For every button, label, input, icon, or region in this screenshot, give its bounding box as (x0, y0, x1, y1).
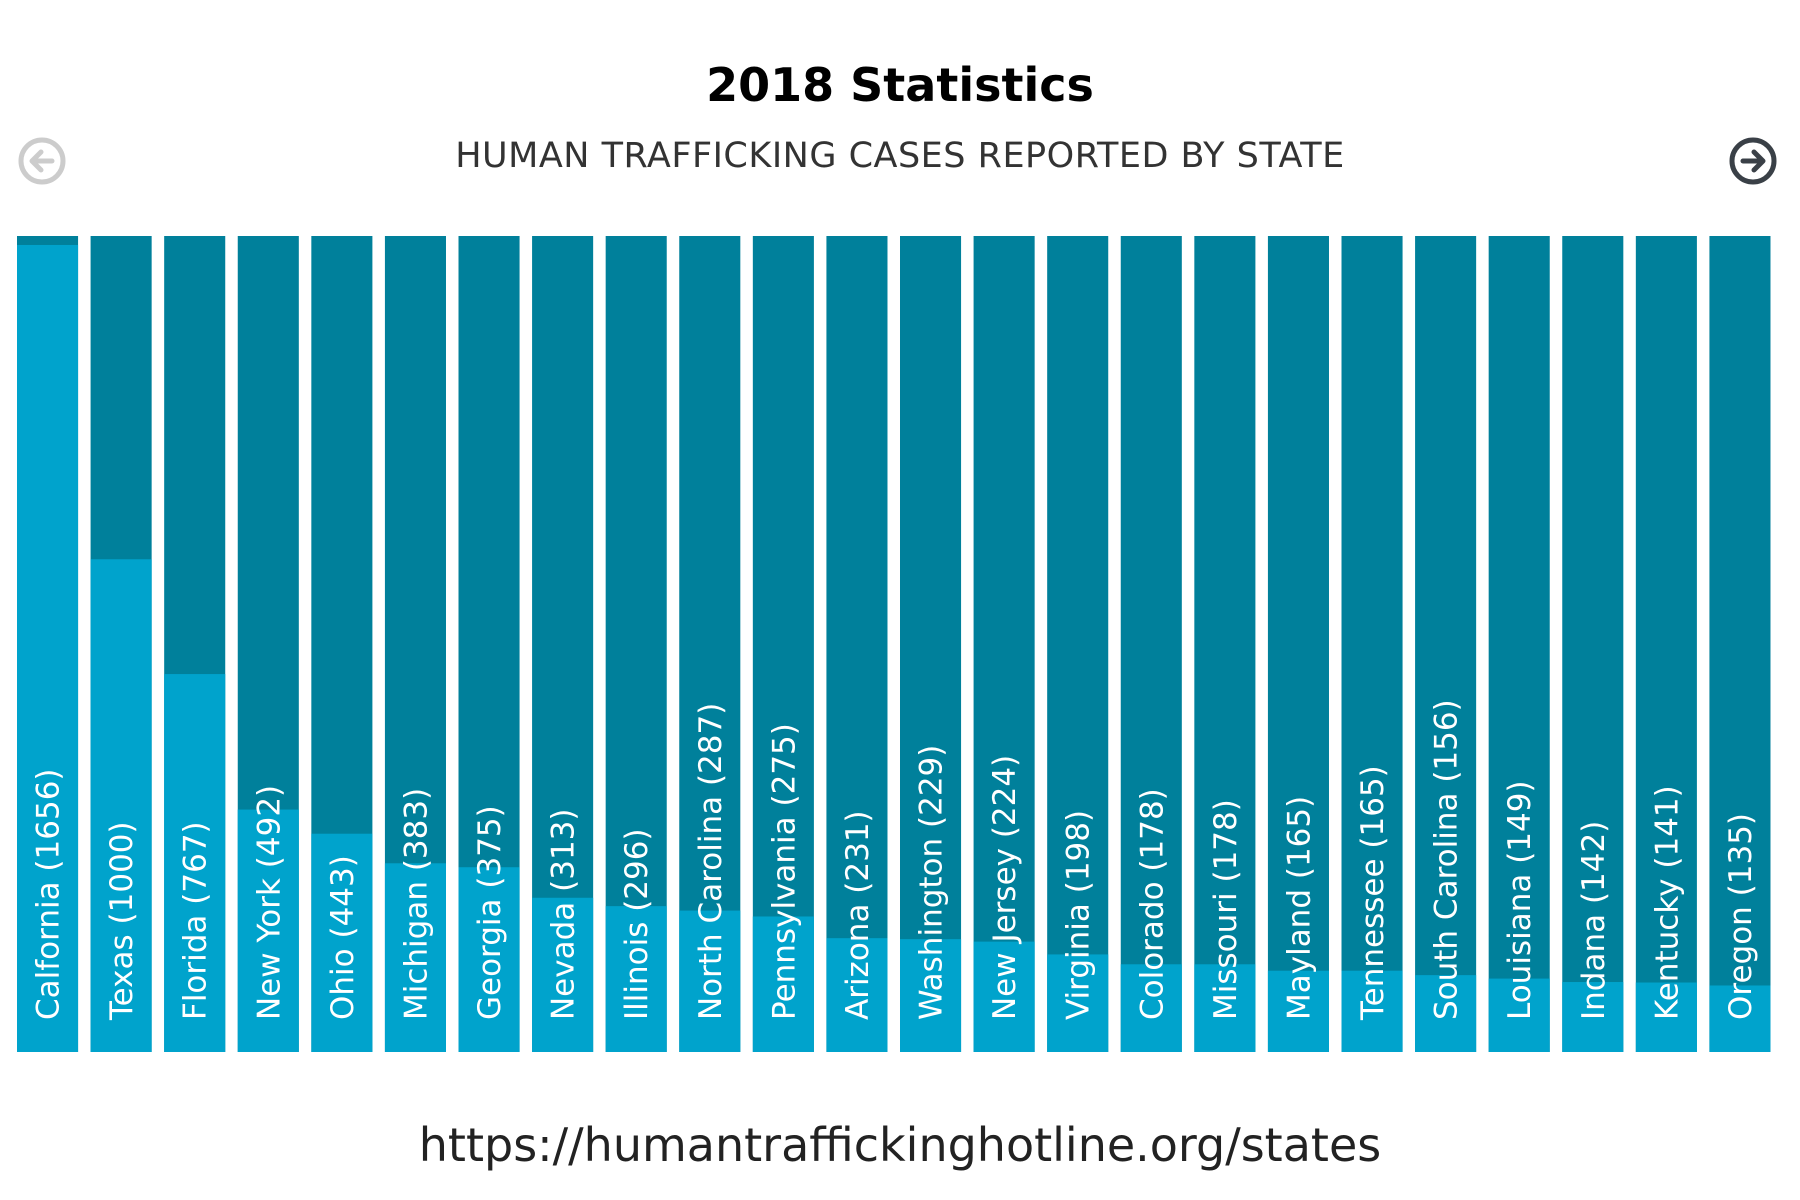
bar-new-jersey[interactable] (973, 941, 1035, 1052)
bar-label-oregon: Oregon (135) (1723, 813, 1759, 1020)
bar-ohio[interactable] (311, 833, 373, 1052)
bar-label-new-york: New York (492) (251, 785, 287, 1020)
bar-louisiana[interactable] (1488, 978, 1550, 1052)
bar-label-colorado: Colorado (178) (1134, 788, 1170, 1020)
arrow-right-circle-icon (1729, 137, 1777, 185)
bar-washington[interactable] (900, 939, 962, 1052)
bar-label-calfornia: Calfornia (1656) (31, 768, 67, 1020)
bar-label-new-jersey: New Jersey (224) (987, 755, 1023, 1020)
bar-tennessee[interactable] (1341, 970, 1403, 1052)
bar-label-tennessee: Tennessee (165) (1355, 765, 1391, 1021)
bar-label-missouri: Missouri (178) (1208, 799, 1244, 1020)
bar-georgia[interactable] (458, 867, 520, 1052)
bar-label-virginia: Virginia (198) (1061, 810, 1097, 1020)
bar-label-ohio: Ohio (443) (325, 855, 361, 1020)
bar-label-indana: Indana (142) (1576, 821, 1612, 1020)
bar-missouri[interactable] (1194, 964, 1256, 1052)
bar-indana[interactable] (1562, 982, 1624, 1052)
bar-south-carolina[interactable] (1415, 975, 1477, 1052)
bar-mayland[interactable] (1267, 970, 1329, 1052)
bar-texas[interactable] (90, 559, 152, 1052)
previous-button[interactable] (17, 136, 67, 186)
bar-label-north-carolina: North Carolina (287) (693, 703, 729, 1020)
bar-colorado[interactable] (1120, 964, 1182, 1052)
page-title: 2018 Statistics (706, 58, 1094, 112)
bar-pennsylvania[interactable] (752, 916, 814, 1052)
bar-new-york[interactable] (237, 809, 299, 1052)
next-button[interactable] (1728, 136, 1778, 186)
bar-oregon[interactable] (1709, 985, 1771, 1052)
bar-label-illinois: Illinois (296) (619, 828, 655, 1020)
bar-label-washington: Washington (229) (914, 745, 950, 1020)
bar-label-michigan: Michigan (383) (398, 788, 434, 1020)
bar-virginia[interactable] (1047, 954, 1109, 1052)
bar-label-georgia: Georgia (375) (472, 805, 508, 1020)
bar-label-south-carolina: South Carolina (156) (1429, 699, 1465, 1020)
bar-label-mayland: Mayland (165) (1281, 796, 1317, 1020)
bar-florida[interactable] (164, 674, 226, 1052)
bar-illinois[interactable] (605, 906, 667, 1052)
bar-michigan[interactable] (384, 863, 446, 1052)
bar-label-pennsylvania: Pennsylvania (275) (766, 723, 802, 1020)
source-url: https://humantraffickinghotline.org/stat… (418, 1118, 1382, 1172)
bar-kentucky[interactable] (1635, 982, 1697, 1052)
chart-subtitle: HUMAN TRAFFICKING CASES REPORTED BY STAT… (455, 136, 1345, 176)
bar-arizona[interactable] (826, 938, 888, 1052)
bar-label-louisiana: Louisiana (149) (1502, 780, 1538, 1020)
bar-label-texas: Texas (1000) (104, 821, 140, 1021)
bar-label-florida: Florida (767) (178, 821, 214, 1020)
bar-calfornia[interactable] (17, 244, 79, 1053)
bar-label-kentucky: Kentucky (141) (1649, 785, 1685, 1020)
bar-label-nevada: Nevada (313) (546, 809, 582, 1021)
arrow-left-circle-icon (18, 137, 66, 185)
bar-label-arizona: Arizona (231) (840, 810, 876, 1020)
bar-north-carolina[interactable] (679, 910, 741, 1052)
bar-nevada[interactable] (532, 897, 594, 1052)
